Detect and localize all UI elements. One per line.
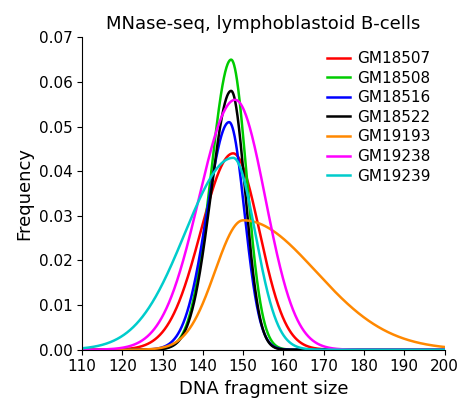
GM19193 bbox=[240, 218, 246, 223]
GM18507 bbox=[79, 347, 85, 352]
Line: GM19193: GM19193 bbox=[82, 220, 445, 350]
GM18508 bbox=[228, 57, 234, 62]
GM18516 bbox=[79, 347, 85, 352]
GM18516 bbox=[246, 249, 252, 254]
GM18522 bbox=[255, 308, 261, 313]
GM19193 bbox=[431, 343, 437, 348]
X-axis label: DNA fragment size: DNA fragment size bbox=[179, 380, 348, 398]
GM18522 bbox=[228, 88, 234, 93]
Line: GM18516: GM18516 bbox=[82, 122, 445, 350]
GM18507 bbox=[442, 347, 447, 352]
GM18522 bbox=[246, 231, 252, 236]
Line: GM19238: GM19238 bbox=[82, 100, 445, 350]
GM18508 bbox=[431, 347, 437, 352]
GM19239 bbox=[230, 155, 236, 160]
GM19238 bbox=[365, 347, 371, 352]
GM19193 bbox=[431, 343, 437, 348]
GM18516 bbox=[431, 347, 437, 352]
GM19238 bbox=[98, 347, 103, 352]
GM18508 bbox=[431, 347, 437, 352]
GM18522 bbox=[98, 347, 103, 352]
GM18516 bbox=[442, 347, 447, 352]
GM18508 bbox=[365, 347, 371, 352]
GM18508 bbox=[246, 200, 252, 205]
GM19238 bbox=[442, 347, 447, 352]
GM18508 bbox=[255, 289, 261, 294]
GM19238 bbox=[246, 122, 252, 127]
GM19238 bbox=[431, 347, 437, 352]
GM18508 bbox=[98, 347, 103, 352]
GM18516 bbox=[98, 347, 103, 352]
GM19193 bbox=[442, 344, 447, 349]
GM18507 bbox=[365, 347, 371, 352]
GM18516 bbox=[255, 311, 261, 316]
GM18508 bbox=[442, 347, 447, 352]
Y-axis label: Frequency: Frequency bbox=[15, 147, 33, 240]
GM19238 bbox=[79, 347, 85, 352]
GM19193 bbox=[246, 218, 252, 223]
GM19239 bbox=[431, 347, 437, 352]
GM18522 bbox=[79, 347, 85, 352]
GM18507 bbox=[246, 183, 252, 188]
GM19193 bbox=[365, 318, 371, 323]
GM18522 bbox=[431, 347, 437, 352]
GM18507 bbox=[255, 225, 261, 230]
GM19193 bbox=[255, 221, 261, 225]
GM19239 bbox=[365, 347, 371, 352]
GM18508 bbox=[79, 347, 85, 352]
GM19238 bbox=[255, 162, 261, 167]
GM19238 bbox=[232, 97, 238, 102]
Legend: GM18507, GM18508, GM18516, GM18522, GM19193, GM19238, GM19239: GM18507, GM18508, GM18516, GM18522, GM19… bbox=[320, 45, 437, 190]
GM18516 bbox=[365, 347, 371, 352]
Line: GM18522: GM18522 bbox=[82, 91, 445, 350]
Line: GM19239: GM19239 bbox=[82, 158, 445, 350]
GM19239 bbox=[255, 248, 261, 253]
GM18507 bbox=[431, 347, 437, 352]
GM19239 bbox=[98, 343, 103, 348]
GM18507 bbox=[98, 347, 103, 352]
GM18507 bbox=[431, 347, 437, 352]
Title: MNase-seq, lymphoblastoid B-cells: MNase-seq, lymphoblastoid B-cells bbox=[106, 15, 420, 33]
GM19239 bbox=[246, 198, 252, 203]
Line: GM18507: GM18507 bbox=[82, 153, 445, 350]
Line: GM18508: GM18508 bbox=[82, 59, 445, 350]
GM18522 bbox=[431, 347, 437, 352]
GM19239 bbox=[442, 347, 447, 352]
GM19193 bbox=[79, 347, 85, 352]
GM18516 bbox=[431, 347, 437, 352]
GM19193 bbox=[98, 347, 103, 352]
GM19239 bbox=[79, 346, 85, 351]
GM18522 bbox=[442, 347, 447, 352]
GM19239 bbox=[431, 347, 437, 352]
GM18522 bbox=[365, 347, 371, 352]
GM18516 bbox=[227, 120, 232, 125]
GM18507 bbox=[230, 151, 236, 156]
GM19238 bbox=[431, 347, 437, 352]
